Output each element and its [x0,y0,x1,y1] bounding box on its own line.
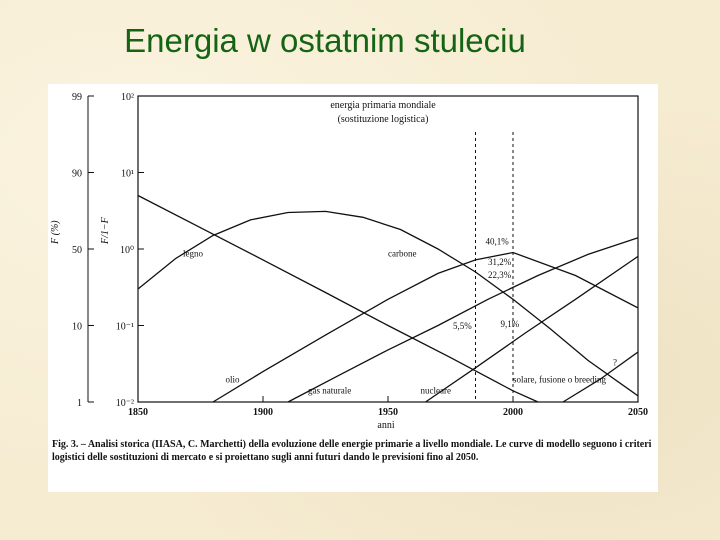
x-tick-label: 1950 [378,407,398,418]
chart-title: energia primaria mondiale [330,100,436,111]
y-tick-label-right: 10⁻² [116,398,134,409]
y-tick-label-left: 90 [72,169,82,180]
scanned-figure: F (%) F/1−F energia primaria mondiale (s… [48,84,658,492]
x-tick-label: 2000 [503,407,523,418]
x-axis-label: anni [377,420,394,431]
series-line-legno [137,194,539,403]
y-tick-label-right: 10⁻¹ [116,322,134,333]
series-line-carbone [137,210,639,397]
caption-text: – Analisi storica (IIASA, C. Marchetti) … [52,439,652,463]
y-tick-label-right: 10¹ [121,169,134,180]
series-label: nucleare [421,385,451,395]
chart: F (%) F/1−F energia primaria mondiale (s… [50,92,648,431]
slide-title: Energia w ostatnim stuleciu [124,22,526,59]
y-axis-left-label: F (%) [50,220,61,245]
series-label: olio [226,374,241,384]
caption-fig-label: Fig. 3. [52,439,79,450]
annotation-label: 22,3% [488,270,512,280]
annotation-label: 9,1% [501,319,520,329]
series-line-nucleare [425,255,639,403]
series-label: carbone [388,248,416,258]
annotation-label: 40,1% [486,236,510,246]
figure-caption: Fig. 3. – Analisi storica (IIASA, C. Mar… [52,438,656,464]
x-tick-label: 2050 [628,407,648,418]
annotation-label: 5,5% [453,321,472,331]
series-line-solare-fusione-o-breeding [562,351,639,403]
x-tick-label: 1850 [128,407,148,418]
series-line-gas-naturale [287,237,639,403]
y-tick-label-right: 10² [121,92,134,103]
series-label: legno [183,248,203,258]
series-label: gas naturale [308,385,351,395]
y-axis-right-label: F/1−F [100,216,111,245]
annotation-label: 31,2% [488,257,512,267]
y-tick-label-left: 10 [72,322,82,333]
y-tick-label-right: 10⁰ [120,245,134,256]
chart-subtitle: (sostituzione logistica) [338,114,429,125]
y-tick-label-left: 1 [77,398,82,409]
y-tick-label-left: 50 [72,245,82,256]
annotation-label: ? [613,358,617,368]
x-tick-label: 1900 [253,407,273,418]
series-label: solare, fusione o breeding [513,374,606,384]
y-tick-label-left: 99 [72,92,82,103]
